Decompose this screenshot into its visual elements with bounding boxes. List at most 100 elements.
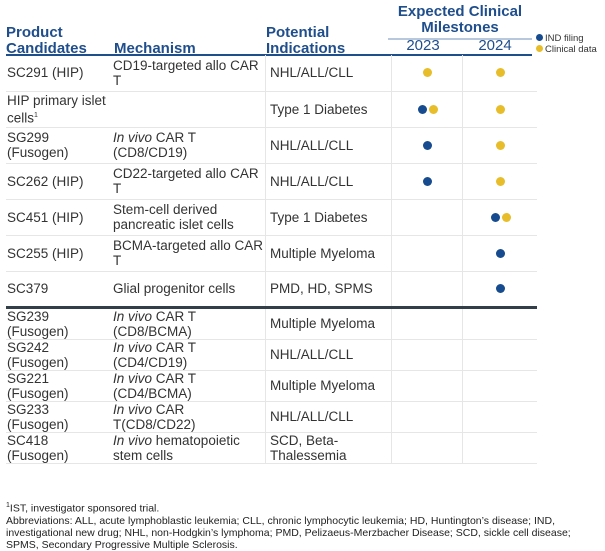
mechanism-italic: In vivo [113,370,153,386]
milestone-2024 [462,163,537,200]
indication-cell: Multiple Myeloma [265,307,392,340]
milestone-2023 [391,339,463,371]
indication-cell: NHL/ALL/CLL [265,339,392,371]
product-cell: SG242 (Fusogen) [6,339,108,371]
product-cell: SC418 (Fusogen) [6,432,108,464]
milestone-2023 [391,235,463,272]
product-cell: SC291 (HIP) [6,55,108,92]
table-row: SG221 (Fusogen) In vivo CAR T (CD4/BCMA)… [6,370,537,402]
mechanism-italic: In vivo [113,339,153,355]
milestone-2023 [391,127,463,164]
mechanism-text: CD22-targeted allo CAR T [113,166,259,196]
product-cell: SG299 (Fusogen) [6,127,108,164]
milestone-2024 [462,199,537,236]
table-row: SC255 (HIP) BCMA-targeted allo CAR T Mul… [6,235,537,272]
milestone-2023 [391,307,463,340]
mechanism-italic: In vivo [113,432,153,448]
mechanism-cell: BCMA-targeted allo CAR T [108,235,266,272]
milestone-2024 [462,307,537,340]
mechanism-cell: In vivo CAR T(CD8/CD22) [108,401,266,433]
product-cell: HIP primary islet cells1 [6,91,108,128]
table-row: SG233 (Fusogen) In vivo CAR T(CD8/CD22) … [6,401,537,433]
indication-cell: Multiple Myeloma [265,370,392,402]
mechanism-cell: Stem-cell derived pancreatic islet cells [108,199,266,236]
milestone-2024 [462,271,537,309]
indication-cell: NHL/ALL/CLL [265,163,392,200]
table-row: SG239 (Fusogen) In vivo CAR T (CD8/BCMA)… [6,307,537,340]
mechanism-italic: In vivo [113,130,153,145]
mechanism-cell: CD22-targeted allo CAR T [108,163,266,200]
indication-cell: PMD, HD, SPMS [265,271,392,309]
ind-dot-icon [496,284,505,293]
product-name: SC379 [7,281,49,296]
milestone-2023 [391,271,463,309]
mechanism-italic: In vivo [113,308,153,324]
table-row: SG299 (Fusogen) In vivo CAR T (CD8/CD19)… [6,127,537,164]
product-name: SC255 (HIP) [7,245,84,261]
product-name: SC418 (Fusogen) [7,432,69,463]
legend-clinical: Clinical data [535,44,597,55]
clinical-dot-icon [496,140,505,150]
product-name: SC291 (HIP) [7,65,84,81]
milestone-2023 [391,401,463,433]
product-name: SC262 (HIP) [7,173,84,189]
ind-dot-icon [536,34,543,41]
mechanism-cell [108,91,266,128]
product-cell: SC262 (HIP) [6,163,108,200]
clinical-dot-icon [496,104,505,114]
mechanism-text: CAR T(CD8/CD22) [113,401,196,432]
product-name: HIP primary islet cells [7,92,106,126]
milestone-2024 [462,432,537,464]
header-milestones: Expected Clinical Milestones [388,4,532,40]
product-cell: SC379 [6,271,108,309]
table-row: SC291 (HIP) CD19-targeted allo CAR T NHL… [6,55,537,92]
mechanism-text: hematopoietic stem cells [113,432,240,463]
mechanism-text: Glial progenitor cells [113,281,236,296]
mechanism-text: BCMA-targeted allo CAR T [113,238,264,268]
product-cell: SG239 (Fusogen) [6,307,108,340]
mechanism-text: Stem-cell derived pancreatic islet cells [113,202,234,232]
mechanism-cell: CD19-targeted allo CAR T [108,55,266,92]
mechanism-text: CD19-targeted allo CAR T [113,57,259,88]
milestone-2024 [462,401,537,433]
clinical-dot-icon [496,176,505,186]
mechanism-italic: In vivo [113,401,153,417]
indication-cell: Type 1 Diabetes [265,91,392,128]
header-year-2023: 2023 [406,37,440,54]
header-product: Product Candidates [6,24,87,57]
mechanism-cell: Glial progenitor cells [108,271,266,309]
milestone-2023 [391,91,463,128]
product-name: SG242 (Fusogen) [7,339,69,370]
milestone-2024 [462,127,537,164]
footnote-ist: 1IST, investigator sponsored trial. [6,500,605,515]
product-cell: SC451 (HIP) [6,199,108,236]
header-mechanism: Mechanism [114,40,196,57]
footnote-marker: 1 [6,502,10,509]
table-row: SG242 (Fusogen) In vivo CAR T (CD4/CD19)… [6,339,537,371]
ind-dot-icon [423,176,432,186]
pipeline-table: SC291 (HIP) CD19-targeted allo CAR T NHL… [6,55,537,464]
legend-clinical-label: Clinical data [545,44,597,55]
clinical-dot-icon [428,104,438,114]
legend-ind-label: IND filing [545,33,584,44]
ind-dot-icon [490,212,500,222]
mechanism-text: CAR T (CD8/CD19) [113,130,196,160]
mechanism-text: CAR T (CD4/BCMA) [113,370,196,401]
mechanism-text: CAR T (CD8/BCMA) [113,308,196,339]
legend: IND filing Clinical data [535,33,597,55]
product-name: SG239 (Fusogen) [7,308,69,339]
product-cell: SC255 (HIP) [6,235,108,272]
header-year-2024: 2024 [478,37,512,54]
ind-dot-icon [496,248,505,258]
clinical-dot-icon [496,68,505,78]
mechanism-cell: In vivo CAR T (CD4/BCMA) [108,370,266,402]
legend-ind: IND filing [535,33,597,44]
product-cell: SG221 (Fusogen) [6,370,108,402]
clinical-dot-icon [423,68,432,78]
ind-dot-icon [423,140,432,150]
table-row: SC262 (HIP) CD22-targeted allo CAR T NHL… [6,163,537,200]
indication-cell: Type 1 Diabetes [265,199,392,236]
product-cell: SG233 (Fusogen) [6,401,108,433]
milestone-2024 [462,91,537,128]
table-row: SC379 Glial progenitor cells PMD, HD, SP… [6,271,537,309]
